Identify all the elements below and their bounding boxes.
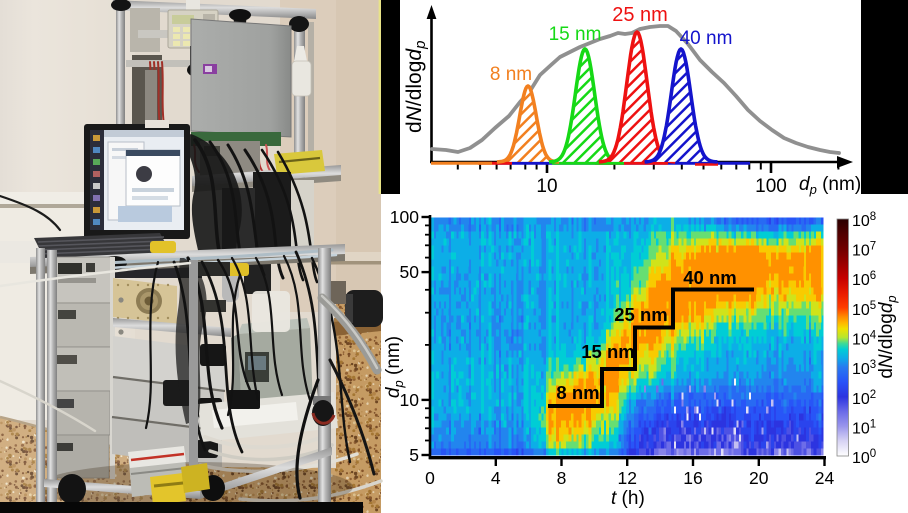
svg-text:10: 10 bbox=[536, 176, 557, 197]
svg-text:15 nm: 15 nm bbox=[581, 341, 634, 362]
svg-text:0: 0 bbox=[425, 468, 435, 488]
svg-text:40 nm: 40 nm bbox=[680, 28, 733, 49]
svg-text:8: 8 bbox=[557, 468, 567, 488]
svg-text:50: 50 bbox=[400, 262, 420, 282]
svg-text:dp (nm): dp (nm) bbox=[799, 174, 861, 197]
svg-text:16: 16 bbox=[683, 468, 702, 488]
svg-text:100: 100 bbox=[755, 176, 787, 197]
svg-text:dp (nm): dp (nm) bbox=[383, 336, 406, 398]
svg-text:dN/dlogdp: dN/dlogdp bbox=[403, 41, 429, 133]
svg-text:15 nm: 15 nm bbox=[549, 24, 602, 45]
svg-text:8 nm: 8 nm bbox=[490, 64, 532, 85]
svg-text:24: 24 bbox=[815, 468, 835, 488]
svg-text:12: 12 bbox=[618, 468, 637, 488]
svg-text:4: 4 bbox=[491, 468, 501, 488]
svg-text:25 nm: 25 nm bbox=[612, 4, 668, 26]
svg-text:5: 5 bbox=[409, 445, 419, 465]
svg-text:dN/dlogdp: dN/dlogdp bbox=[876, 295, 899, 378]
svg-text:10: 10 bbox=[400, 390, 420, 410]
svg-text:20: 20 bbox=[749, 468, 769, 488]
svg-text:t (h): t (h) bbox=[611, 488, 645, 509]
svg-text:40 nm: 40 nm bbox=[683, 267, 736, 288]
svg-text:8 nm: 8 nm bbox=[556, 382, 599, 403]
svg-text:25 nm: 25 nm bbox=[614, 304, 667, 325]
svg-text:100: 100 bbox=[390, 207, 419, 227]
